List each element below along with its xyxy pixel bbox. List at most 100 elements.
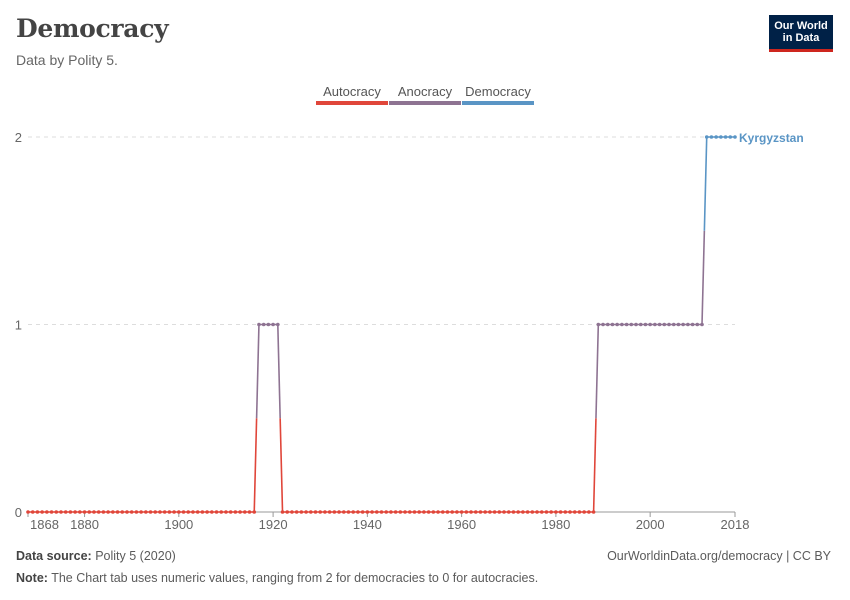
series-transition bbox=[253, 418, 258, 513]
data-point bbox=[313, 510, 318, 514]
data-point bbox=[243, 510, 247, 514]
data-point bbox=[624, 322, 629, 327]
owid-logo[interactable]: Our World in Data bbox=[769, 15, 833, 52]
data-point bbox=[73, 510, 77, 514]
data-point bbox=[450, 510, 455, 514]
data-point bbox=[191, 510, 195, 514]
owid-url[interactable]: OurWorldinData.org/democracy | CC BY bbox=[607, 549, 831, 563]
note-text: The Chart tab uses numeric values, rangi… bbox=[51, 571, 539, 585]
note-label: Note: bbox=[16, 571, 48, 585]
data-point bbox=[54, 510, 59, 514]
series-kyrgyzstan: Kyrgyzstan bbox=[26, 131, 804, 514]
data-point bbox=[653, 322, 657, 327]
data-point bbox=[304, 510, 308, 514]
data-point bbox=[455, 510, 459, 514]
data-point bbox=[719, 135, 723, 139]
data-point bbox=[45, 510, 49, 514]
data-point bbox=[676, 322, 681, 327]
y-tick-label: 2 bbox=[15, 130, 22, 145]
series-transition bbox=[277, 324, 281, 419]
data-point bbox=[271, 322, 275, 327]
legend-swatch bbox=[316, 101, 388, 105]
data-point bbox=[134, 510, 139, 514]
legend-label: Anocracy bbox=[398, 84, 453, 99]
data-point bbox=[261, 322, 266, 327]
data-point bbox=[337, 510, 341, 514]
data-point bbox=[511, 510, 516, 514]
data-point bbox=[68, 510, 73, 514]
data-point bbox=[620, 322, 624, 327]
data-point bbox=[582, 510, 586, 514]
data-point bbox=[554, 510, 558, 514]
data-point bbox=[662, 322, 667, 327]
legend-swatch bbox=[462, 101, 534, 105]
data-point bbox=[648, 322, 652, 327]
data-point bbox=[577, 510, 582, 514]
x-tick-label: 1960 bbox=[447, 517, 476, 532]
data-point bbox=[690, 322, 695, 327]
data-point bbox=[558, 510, 563, 514]
data-point bbox=[478, 510, 483, 514]
data-point bbox=[671, 322, 676, 327]
x-tick-label: 2018 bbox=[721, 517, 750, 532]
data-point bbox=[290, 510, 294, 514]
data-point bbox=[106, 510, 110, 514]
data-point bbox=[224, 510, 228, 514]
data-point bbox=[96, 510, 101, 514]
data-point bbox=[181, 510, 186, 514]
legend-label: Autocracy bbox=[323, 84, 381, 99]
data-point bbox=[219, 510, 224, 514]
x-tick-label: 1868 bbox=[30, 517, 59, 532]
data-point bbox=[129, 510, 134, 514]
y-tick-label: 0 bbox=[15, 505, 22, 520]
data-point bbox=[483, 510, 487, 514]
data-point bbox=[332, 510, 337, 514]
data-point bbox=[78, 510, 82, 514]
data-point bbox=[299, 510, 304, 514]
data-point bbox=[172, 510, 176, 514]
data-point bbox=[158, 510, 162, 514]
y-axis: 0 1 2 bbox=[15, 130, 22, 520]
data-point bbox=[318, 510, 323, 514]
data-point bbox=[464, 510, 469, 514]
chart-subtitle: Data by Polity 5. bbox=[16, 52, 118, 68]
data-point bbox=[403, 510, 407, 514]
y-tick-label: 1 bbox=[15, 318, 22, 333]
data-point bbox=[634, 322, 638, 327]
data-point bbox=[709, 135, 714, 139]
data-point bbox=[544, 510, 549, 514]
data-point bbox=[351, 510, 356, 514]
data-point bbox=[563, 510, 568, 514]
data-point bbox=[379, 510, 384, 514]
data-point bbox=[686, 322, 690, 327]
data-point bbox=[601, 322, 605, 327]
data-point bbox=[412, 510, 417, 514]
source-link[interactable]: Polity 5 (2020) bbox=[95, 549, 176, 563]
data-point bbox=[568, 510, 572, 514]
data-point bbox=[521, 510, 525, 514]
data-point bbox=[417, 510, 422, 514]
data-point bbox=[407, 510, 412, 514]
data-point bbox=[643, 322, 648, 327]
x-tick-label: 2000 bbox=[636, 517, 665, 532]
legend-swatch bbox=[389, 101, 461, 105]
series-transition bbox=[255, 324, 260, 419]
data-point bbox=[144, 510, 148, 514]
data-point bbox=[247, 510, 252, 514]
data-point bbox=[365, 510, 370, 514]
data-point bbox=[26, 510, 30, 514]
data-point bbox=[205, 510, 209, 514]
x-axis: 1868 1880 1900 1920 1940 1960 1980 2000 2018 bbox=[27, 511, 750, 532]
data-point bbox=[596, 322, 601, 327]
data-point bbox=[469, 510, 473, 514]
data-point bbox=[374, 510, 379, 514]
data-point bbox=[473, 510, 478, 514]
data-point bbox=[125, 510, 129, 514]
series-label: Kyrgyzstan bbox=[739, 131, 804, 145]
data-point bbox=[92, 510, 96, 514]
data-point bbox=[370, 510, 374, 514]
data-point bbox=[591, 510, 596, 514]
data-point bbox=[525, 510, 530, 514]
data-point bbox=[492, 510, 497, 514]
data-point bbox=[535, 510, 539, 514]
